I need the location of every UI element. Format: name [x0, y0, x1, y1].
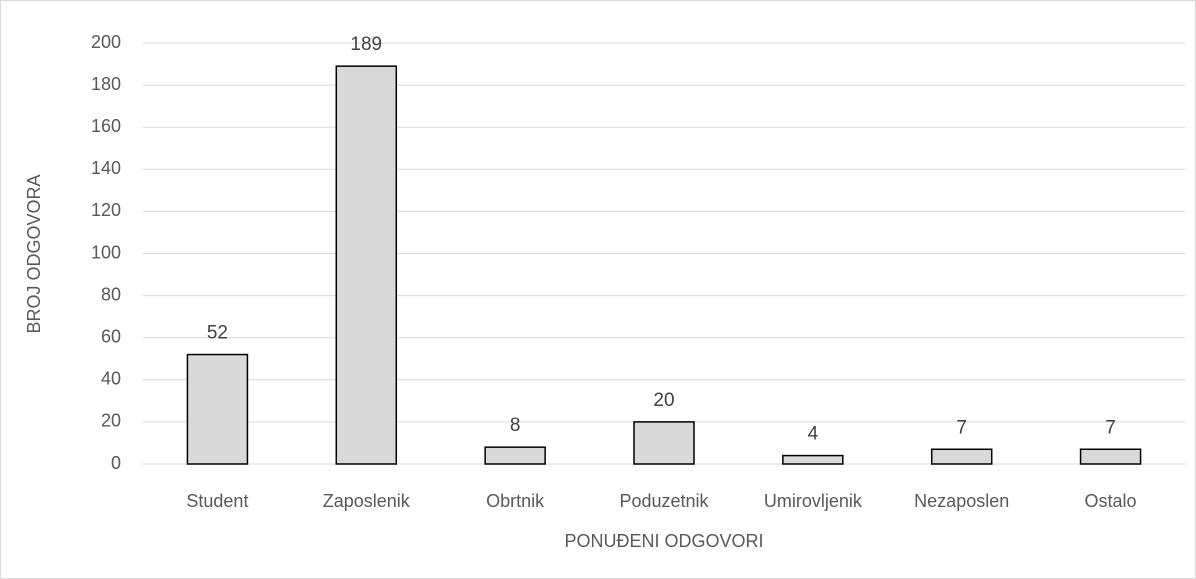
data-label: 4 [808, 424, 819, 445]
x-tick-label: Obrtnik [486, 491, 545, 511]
data-label: 7 [956, 417, 967, 438]
bar [484, 446, 546, 465]
y-tick-label: 80 [101, 284, 121, 304]
y-tick-label: 20 [101, 411, 121, 431]
x-tick-label: Ostalo [1085, 491, 1137, 511]
data-label: 52 [207, 323, 228, 344]
bar [186, 353, 249, 465]
data-label: 20 [653, 390, 674, 411]
x-tick-label: Nezaposlen [914, 491, 1009, 511]
bar [633, 421, 695, 465]
bar [930, 448, 993, 465]
bar [335, 65, 398, 465]
y-tick-label: 0 [111, 453, 121, 473]
y-tick-label: 60 [101, 326, 121, 346]
x-axis-label: PONUĐENI ODGOVORI [564, 531, 763, 551]
bar [782, 454, 844, 465]
y-tick-label: 160 [91, 116, 121, 136]
x-tick-label: Zaposlenik [323, 491, 411, 511]
y-tick-label: 120 [91, 200, 121, 220]
x-tick-label: Poduzetnik [619, 491, 709, 511]
y-tick-label: 140 [91, 158, 121, 178]
data-label: 8 [510, 415, 521, 436]
y-tick-label: 100 [91, 242, 121, 262]
x-tick-label: Student [186, 491, 248, 511]
y-tick-label: 180 [91, 74, 121, 94]
data-label: 7 [1105, 417, 1116, 438]
x-tick-label: Umirovljenik [764, 491, 863, 511]
y-tick-label: 200 [91, 32, 121, 52]
y-axis-label: BROJ ODGOVORA [24, 174, 44, 333]
data-label: 189 [350, 34, 382, 55]
y-tick-label: 40 [101, 369, 121, 389]
bar [1079, 448, 1142, 465]
